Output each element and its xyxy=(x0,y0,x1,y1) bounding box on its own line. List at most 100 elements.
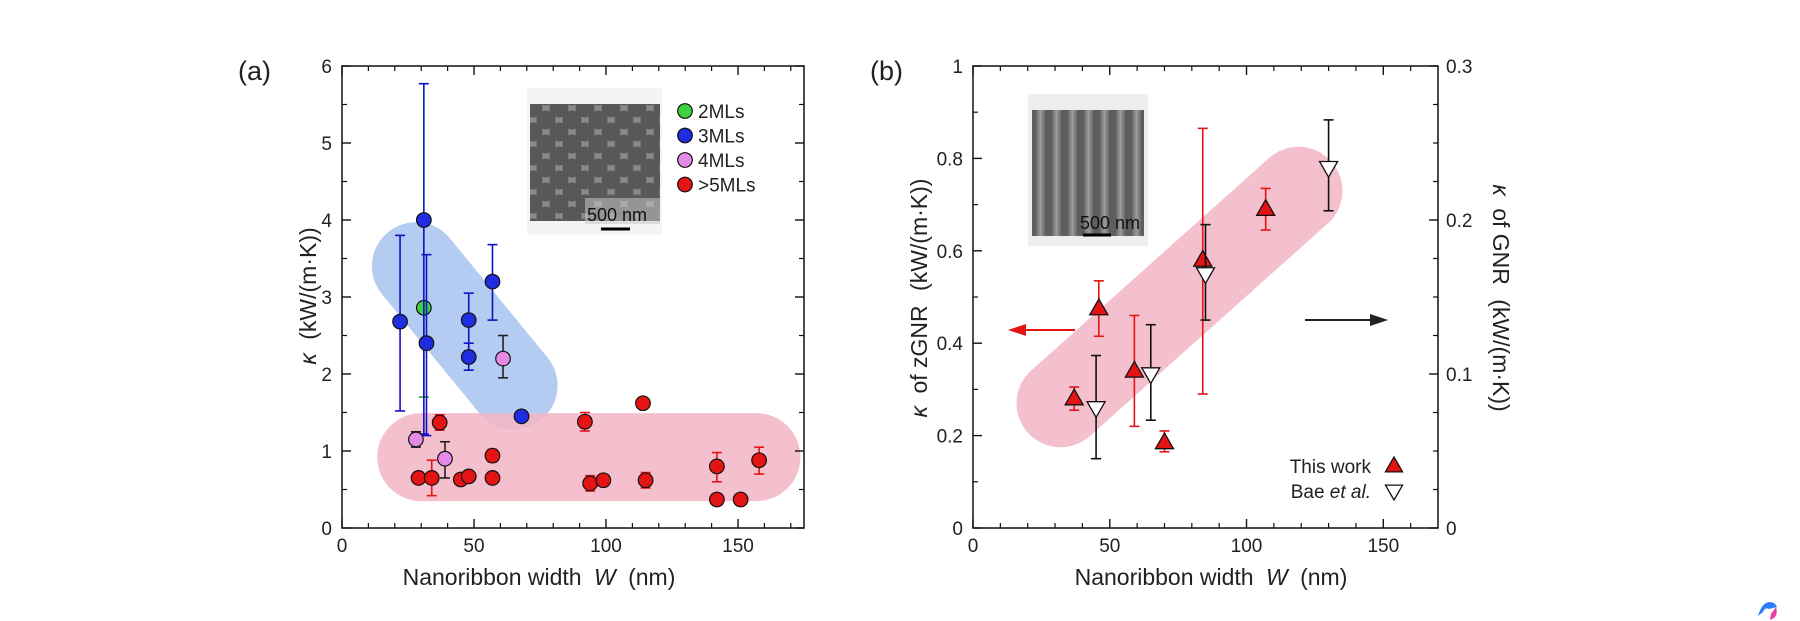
panel-b-ylabel-right: κ of GNR (kW/(m·K)) xyxy=(1488,184,1514,411)
panel-b-label: (b) xyxy=(870,56,903,86)
data-point-5mls xyxy=(751,452,768,469)
legend-marker xyxy=(677,176,693,193)
panel-b-inset-image: 500 nm xyxy=(1028,94,1148,246)
highlight-region-b-1 xyxy=(1016,146,1343,448)
data-point-thiswork xyxy=(1124,360,1145,378)
panel-a-ylabel-symbol: κ xyxy=(295,352,321,365)
legend-label: Bae et al. xyxy=(1291,482,1371,503)
y-tick-label: 5 xyxy=(321,134,332,155)
data-point-5mls xyxy=(460,468,477,485)
panel-b-legend: This work Bae et al. xyxy=(1290,455,1404,503)
panel-b-ylabel-left-unit: (kW/(m·K)) xyxy=(906,179,932,291)
inset-b-ribbon xyxy=(1068,110,1077,236)
data-point-4mls xyxy=(408,431,424,448)
arrow-right-head-icon xyxy=(1370,314,1388,326)
panel-b-xlabel-text: Nanoribbon width xyxy=(1075,564,1254,590)
data-point-3mls xyxy=(392,313,408,330)
panel-b-ticks: 0 50 100 150 0 0.2 0.4 0.6 0.8 1 0 0.1 0.2 0.3 xyxy=(937,57,1473,557)
data-point-5mls xyxy=(431,414,448,431)
panel-b-xlabel-var: W xyxy=(1266,564,1290,590)
x-tick-label: 0 xyxy=(337,536,348,557)
y-left-tick-label: 0.8 xyxy=(937,149,963,170)
series-4mls xyxy=(408,334,511,479)
panel-b-xlabel-unit: (nm) xyxy=(1300,564,1347,590)
data-point-5mls xyxy=(708,458,725,475)
inset-b-ribbon xyxy=(1132,110,1141,236)
inset-b-ribbon xyxy=(1036,110,1045,236)
panel-b-xlabel: Nanoribbon width W (nm) xyxy=(1075,564,1348,590)
data-point-5mls xyxy=(635,395,651,412)
data-point-thiswork xyxy=(1154,431,1175,450)
panel-a-xlabel-var: W xyxy=(594,564,618,590)
y-right-tick-label: 0 xyxy=(1446,519,1457,540)
legend-marker xyxy=(677,103,693,119)
data-point-5mls xyxy=(637,472,654,489)
inset-b-ribbon xyxy=(1116,110,1125,236)
panel-b-ylabel-right-symbol: κ xyxy=(1488,184,1514,197)
legend-label-italic: et al. xyxy=(1330,482,1371,503)
panel-a-xlabel-unit: (nm) xyxy=(628,564,675,590)
panel-b-ylabel-left: κ of zGNR (kW/(m·K)) xyxy=(906,179,932,418)
x-tick-label: 100 xyxy=(590,536,622,557)
series-5mls xyxy=(410,395,768,508)
y-right-tick-label: 0.1 xyxy=(1446,365,1472,386)
legend-label: 3MLs xyxy=(698,127,744,148)
legend-marker xyxy=(1384,484,1404,502)
data-point-3mls xyxy=(460,312,477,329)
data-point-3mls xyxy=(415,212,432,228)
panel-b: (b) 500 nm 0 50 100 150 0 0.2 0.4 0.6 0.8 1 0 0.1 0.… xyxy=(870,56,1514,590)
app-logo-icon xyxy=(1755,599,1779,621)
panel-b-ylabel-left-symbol: κ xyxy=(906,404,932,417)
series-thiswork xyxy=(1064,127,1276,453)
data-point-5mls xyxy=(595,472,612,489)
data-point-3mls xyxy=(418,335,435,352)
data-point-thiswork xyxy=(1088,297,1109,316)
data-point-5mls xyxy=(732,491,749,508)
data-point-5mls xyxy=(582,475,599,492)
legend-label: This work xyxy=(1290,457,1372,478)
inset-b-ribbon xyxy=(1084,110,1093,236)
data-point-5mls xyxy=(576,413,593,430)
panel-a: (a) 500 nm 0 50 100 150 0 1 2 3 4 5 6 Nanoribbon w… xyxy=(238,56,805,590)
inset-b-scale-label: 500 nm xyxy=(1080,213,1140,233)
series-baeetal xyxy=(1085,119,1339,460)
x-tick-label: 100 xyxy=(1231,536,1263,557)
data-point-4mls xyxy=(437,450,453,467)
legend-label-plain: Bae xyxy=(1291,482,1330,503)
y-left-tick-label: 0.4 xyxy=(937,334,964,355)
data-point-3mls xyxy=(513,408,530,425)
series-3mls xyxy=(392,82,530,437)
y-tick-label: 6 xyxy=(321,57,332,78)
y-left-tick-label: 1 xyxy=(952,57,963,78)
panel-a-ticks: 0 50 100 150 0 1 2 3 4 5 6 xyxy=(321,57,804,557)
inset-b-ribbon xyxy=(1052,110,1061,236)
legend-label: >5MLs xyxy=(698,176,756,197)
panel-a-plot xyxy=(392,82,768,508)
data-point-baeetal xyxy=(1195,267,1216,285)
panel-a-inset-image: 500 nm xyxy=(527,88,662,235)
data-point-thiswork xyxy=(1255,198,1276,217)
inset-b-ribbon xyxy=(1100,110,1109,236)
data-point-3mls xyxy=(484,273,501,290)
inset-a-scale-backdrop xyxy=(585,198,660,224)
legend-marker xyxy=(677,127,693,144)
panel-a-xlabel-text: Nanoribbon width xyxy=(403,564,582,590)
y-left-tick-label: 0.6 xyxy=(937,242,963,263)
x-tick-label: 150 xyxy=(722,536,754,557)
y-tick-label: 3 xyxy=(321,288,332,309)
panel-b-ylabel-right-rest: of GNR xyxy=(1488,208,1514,285)
y-left-tick-label: 0.2 xyxy=(937,427,963,448)
data-point-4mls xyxy=(495,350,511,367)
panel-b-highlight-regions xyxy=(1016,146,1343,448)
legend-label: 4MLs xyxy=(698,151,744,172)
panel-a-label: (a) xyxy=(238,56,271,86)
legend-label: 2MLs xyxy=(698,102,744,123)
x-tick-label: 0 xyxy=(968,536,979,557)
data-point-baeetal xyxy=(1140,367,1161,385)
x-tick-label: 150 xyxy=(1367,536,1399,557)
data-point-baeetal xyxy=(1318,160,1339,179)
data-point-thiswork xyxy=(1192,249,1213,267)
legend-marker xyxy=(677,152,693,168)
